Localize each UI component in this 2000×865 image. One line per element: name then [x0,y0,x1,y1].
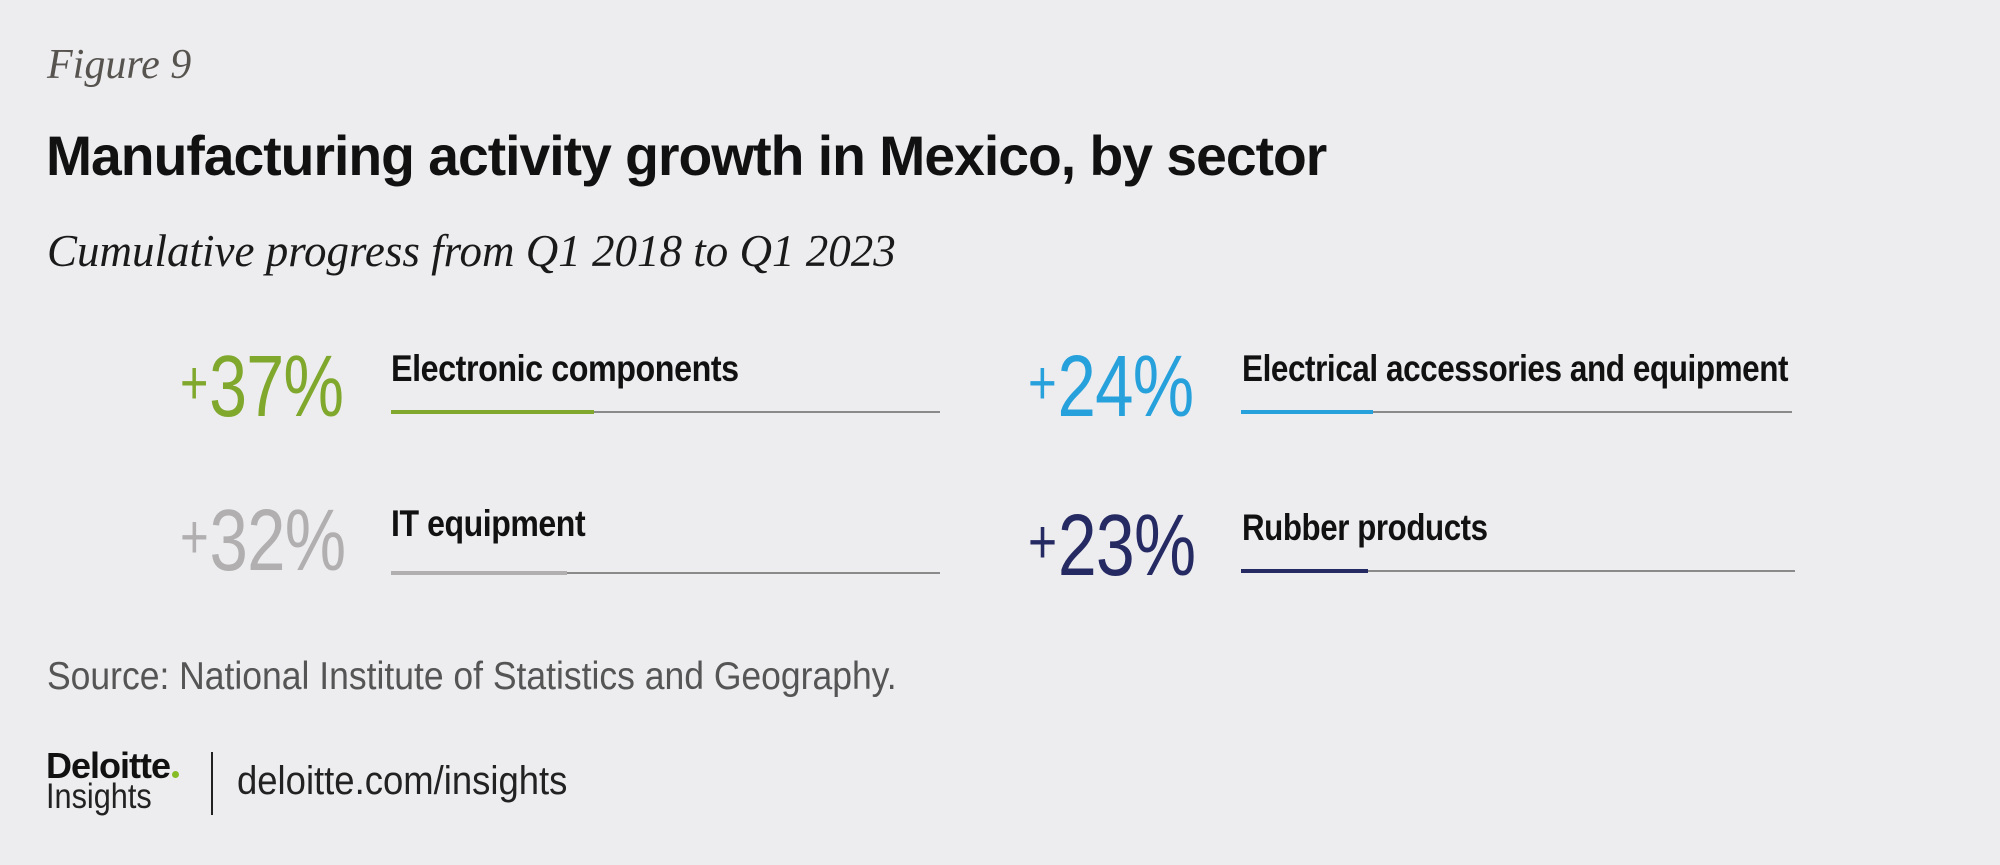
source-note: Source: National Institute of Statistics… [47,655,897,698]
plus-sign: + [1028,349,1057,418]
metric-label: Electrical accessories and equipment [1242,348,1789,389]
plus-sign: + [180,349,208,418]
progress-track [391,410,940,414]
metric-value-text: 32% [209,492,347,589]
logo-dot-icon [172,771,180,778]
metric-value: +37% [180,343,344,430]
logo-subtitle: Insights [46,777,152,816]
progress-track [1241,569,1795,573]
plus-sign: + [1028,508,1057,577]
deloitte-logo: Deloitte [46,745,180,786]
footer-url[interactable]: deloitte.com/insights [237,759,568,803]
progress-fill [391,571,567,575]
progress-fill [391,410,595,414]
metric-value: +32% [180,497,346,584]
metric-label: IT equipment [391,503,586,544]
plus-sign: + [180,503,209,572]
metric-label: Rubber products [1242,507,1488,548]
metric-label: Electronic components [391,348,739,389]
chart-subtitle: Cumulative progress from Q1 2018 to Q1 2… [47,226,896,276]
figure-label: Figure 9 [47,42,192,88]
progress-track [1241,410,1792,414]
progress-fill [1241,410,1374,414]
chart-title: Manufacturing activity growth in Mexico,… [46,124,1327,187]
metric-value: +24% [1028,343,1194,430]
progress-track [391,571,940,575]
footer-divider [211,752,213,815]
logo-word: Deloitte [46,745,171,786]
progress-fill [1241,569,1369,573]
metric-value-text: 24% [1057,338,1195,435]
metric-value-text: 37% [209,338,344,435]
metric-value: +23% [1028,502,1196,589]
metric-value-text: 23% [1057,497,1196,594]
